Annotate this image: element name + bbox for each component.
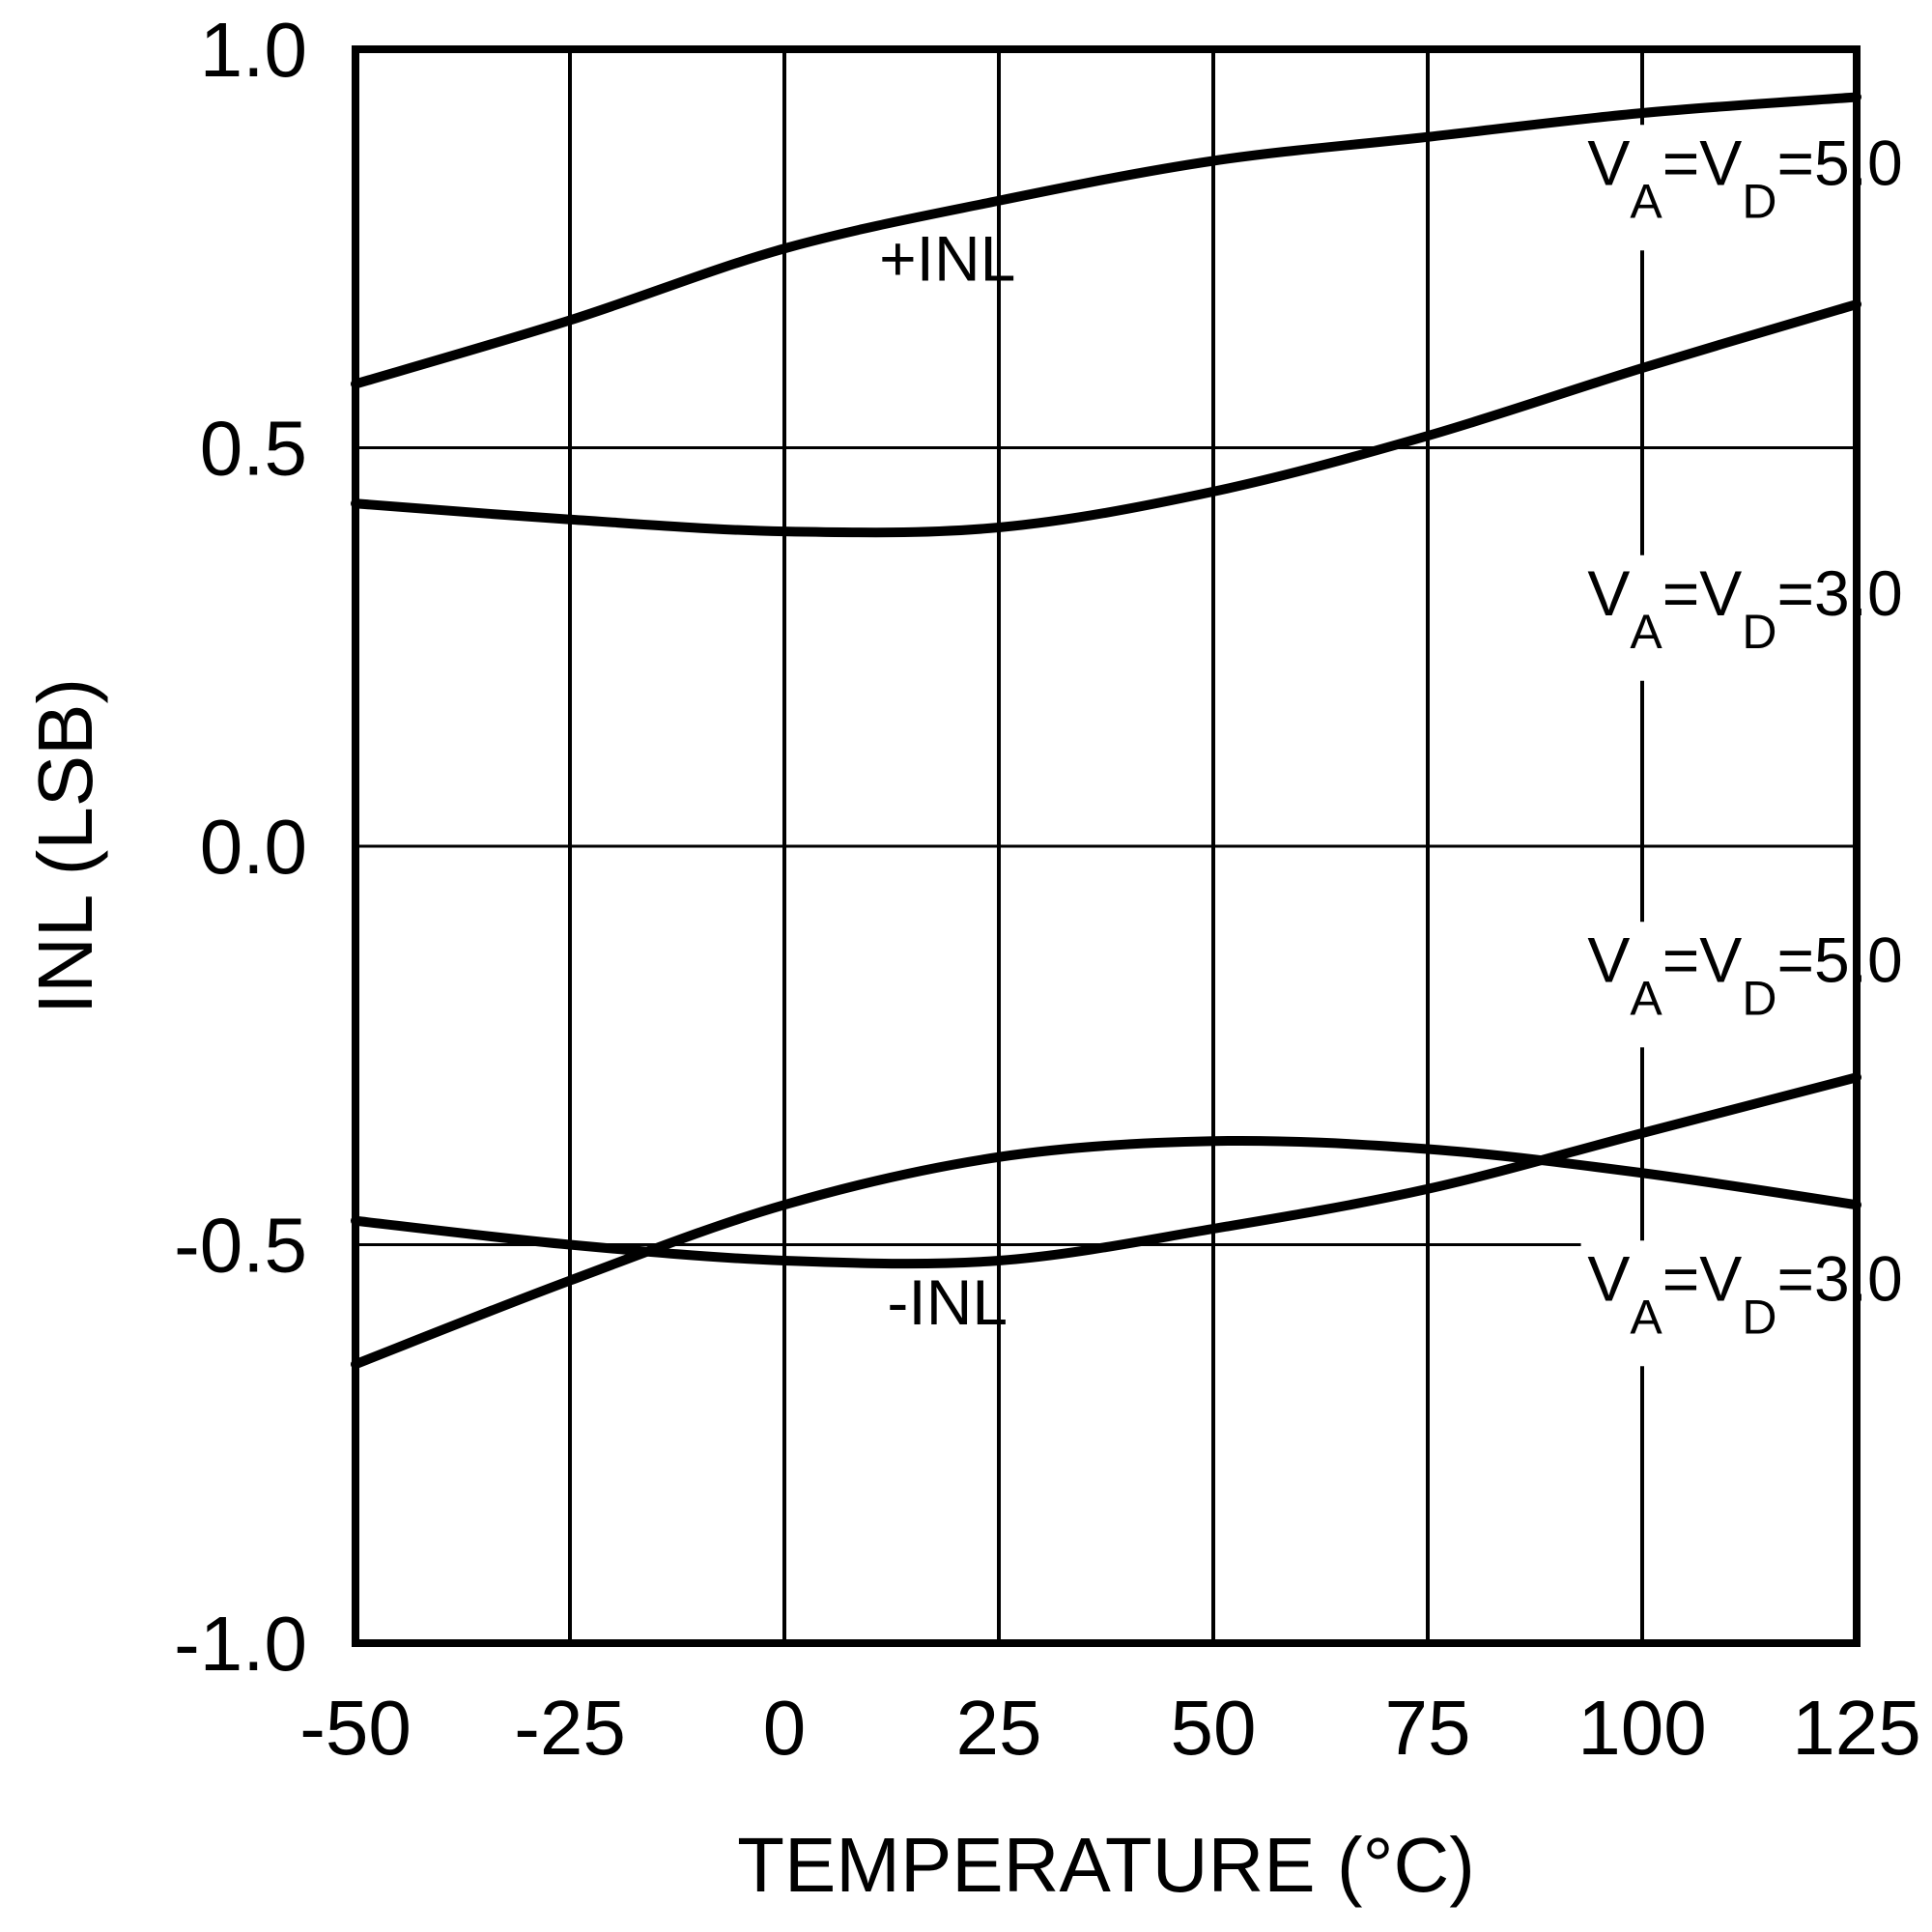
annotation-va3_top: VA=VD=3.0: [1587, 557, 1902, 659]
subscript: A: [1630, 174, 1662, 228]
grid: [354, 47, 1859, 1645]
subscript: A: [1630, 971, 1662, 1025]
label-part: V: [1587, 127, 1630, 198]
y-tick-label: 0.0: [200, 804, 307, 890]
y-tick-label: 1.0: [200, 7, 307, 93]
subscript: D: [1742, 605, 1776, 659]
annotation-va3_bot: VA=VD=3.0: [1587, 1242, 1902, 1344]
x-tick-label: -50: [299, 1685, 412, 1771]
tick-labels: -50 -25 0 25 50 75 100 125 1.0 0.5 0.0 -0.5 -1.0: [174, 7, 1921, 1771]
label-part: V: [1587, 923, 1630, 995]
annotation-neg_inl: -INL: [887, 1266, 1008, 1338]
y-tick-label: -0.5: [174, 1203, 307, 1289]
series-line-2: [351, 299, 1861, 538]
label-part: =3.0: [1776, 557, 1902, 629]
label-part: =5.0: [1776, 923, 1902, 995]
label-part: V: [1587, 557, 1630, 629]
subscript: D: [1742, 971, 1776, 1025]
x-tick-label: 50: [1171, 1685, 1257, 1771]
x-tick-label: 0: [763, 1685, 807, 1771]
series-line-3: [351, 1135, 1861, 1370]
subscript: D: [1742, 174, 1776, 228]
subscript: A: [1630, 1290, 1662, 1344]
x-tick-label: 100: [1577, 1685, 1706, 1771]
x-axis-label: TEMPERATURE (°C): [737, 1822, 1475, 1908]
annotation-va5_top: VA=VD=5.0: [1587, 127, 1902, 228]
x-tick-label: -25: [514, 1685, 626, 1771]
x-tick-label: 75: [1385, 1685, 1471, 1771]
y-tick-label: 0.5: [200, 406, 307, 492]
label-part: V: [1587, 1242, 1630, 1314]
annotation-va5_bot: VA=VD=5.0: [1587, 923, 1902, 1025]
subscript: A: [1630, 605, 1662, 659]
annotation-pos_inl: +INL: [879, 222, 1015, 294]
x-tick-label: 25: [956, 1685, 1042, 1771]
label-part: =V: [1662, 923, 1743, 995]
plot-frame: [352, 45, 1861, 1647]
label-part: =V: [1662, 127, 1743, 198]
label-part: =3.0: [1776, 1242, 1902, 1314]
series-line-4: [351, 1072, 1861, 1269]
label-part: =V: [1662, 557, 1743, 629]
x-tick-label: 125: [1792, 1685, 1920, 1771]
label-part: =5.0: [1776, 127, 1902, 198]
y-tick-label: -1.0: [174, 1601, 307, 1687]
series-group: [351, 92, 1861, 1370]
y-axis-label: INL (LSB): [22, 678, 108, 1014]
annotations: +INL-INLVA=VD=5.0VA=VD=3.0VA=VD=5.0VA=VD…: [879, 125, 1915, 1367]
series-line-1: [351, 92, 1861, 389]
subscript: D: [1742, 1290, 1776, 1344]
label-part: =V: [1662, 1242, 1743, 1314]
